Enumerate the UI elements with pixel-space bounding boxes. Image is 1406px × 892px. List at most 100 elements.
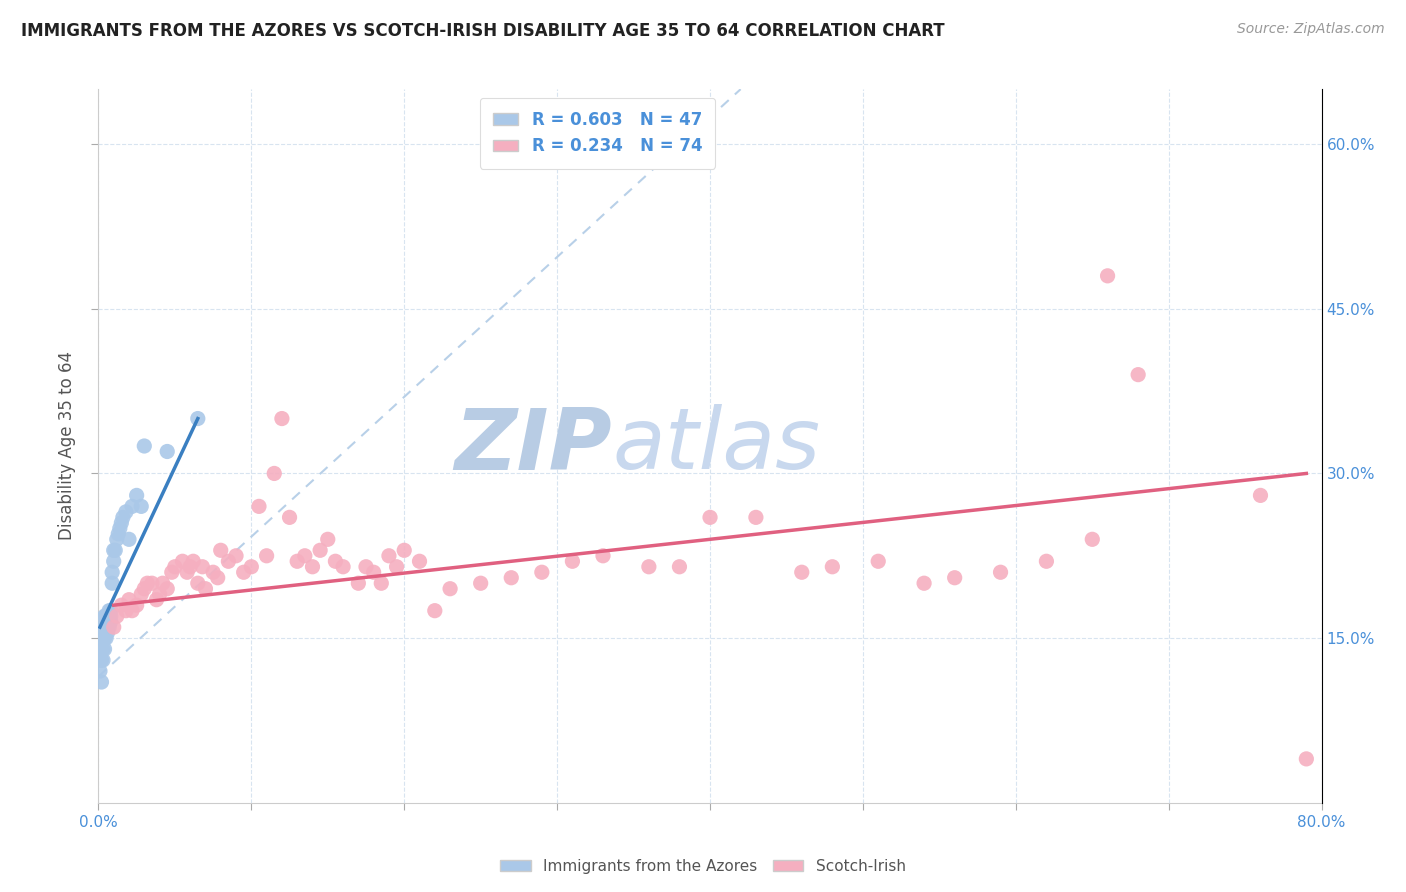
Point [105,609,128,624]
Point [363,566,385,580]
Point [101,566,124,580]
Point [125,598,148,612]
Point [240,559,263,574]
Text: ZIP: ZIP [454,404,612,488]
Point [263,467,285,481]
Point [176,566,198,580]
Point [98,604,121,618]
Point [129,500,152,514]
Y-axis label: Disability Age 35 to 64: Disability Age 35 to 64 [58,351,76,541]
Point [191,559,214,574]
Point [385,559,408,574]
Point [423,604,446,618]
Point [97,609,120,624]
Point [93,609,115,624]
Point [94,609,117,624]
Point [294,549,316,563]
Point [179,559,201,574]
Point [745,510,768,524]
Text: IMMIGRANTS FROM THE AZORES VS SCOTCH-IRISH DISABILITY AGE 35 TO 64 CORRELATION C: IMMIGRANTS FROM THE AZORES VS SCOTCH-IRI… [21,22,945,40]
Point [232,566,254,580]
Point [91,642,114,657]
Point [209,543,232,558]
Point [408,554,430,568]
Point [668,559,690,574]
Point [100,615,122,629]
Point [354,559,377,574]
Point [103,543,125,558]
Point [121,604,143,618]
Point [100,609,122,624]
Point [94,620,117,634]
Point [105,533,128,547]
Point [115,505,138,519]
Point [145,592,167,607]
Point [103,554,125,568]
Point [136,576,159,591]
Point [347,576,370,591]
Point [247,500,270,514]
Point [90,642,112,657]
Point [108,521,131,535]
Point [163,559,186,574]
Point [93,620,115,634]
Point [118,592,141,607]
Point [89,653,111,667]
Point [278,510,301,524]
Point [91,653,114,667]
Point [152,576,174,591]
Point [103,620,125,634]
Point [125,488,148,502]
Point [392,543,416,558]
Point [439,582,461,596]
Point [91,631,114,645]
Point [207,571,229,585]
Point [270,411,292,425]
Point [1097,268,1119,283]
Point [121,500,143,514]
Point [94,631,117,645]
Point [93,642,115,657]
Point [134,439,156,453]
Point [97,625,120,640]
Point [181,554,204,568]
Point [943,571,966,585]
Point [1081,533,1104,547]
Point [107,526,129,541]
Point [530,566,553,580]
Point [194,582,217,596]
Point [912,576,935,591]
Legend: Immigrants from the Azores, Scotch-Irish: Immigrants from the Azores, Scotch-Irish [495,853,911,880]
Point [187,411,209,425]
Point [332,559,354,574]
Point [256,549,278,563]
Point [160,566,183,580]
Point [90,675,112,690]
Point [94,615,117,629]
Point [98,620,121,634]
Point [990,566,1012,580]
Point [225,549,247,563]
Point [325,554,347,568]
Point [101,576,124,591]
Text: atlas: atlas [612,404,820,488]
Point [561,554,583,568]
Point [370,576,392,591]
Point [1249,488,1271,502]
Point [134,582,156,596]
Point [97,620,120,634]
Point [100,604,122,618]
Point [470,576,492,591]
Point [156,582,179,596]
Point [94,625,117,640]
Point [156,444,179,458]
Point [301,559,323,574]
Point [501,571,523,585]
Point [93,631,115,645]
Point [309,543,332,558]
Point [868,554,890,568]
Point [111,510,134,524]
Point [110,516,132,530]
Point [217,554,239,568]
Text: Source: ZipAtlas.com: Source: ZipAtlas.com [1237,22,1385,37]
